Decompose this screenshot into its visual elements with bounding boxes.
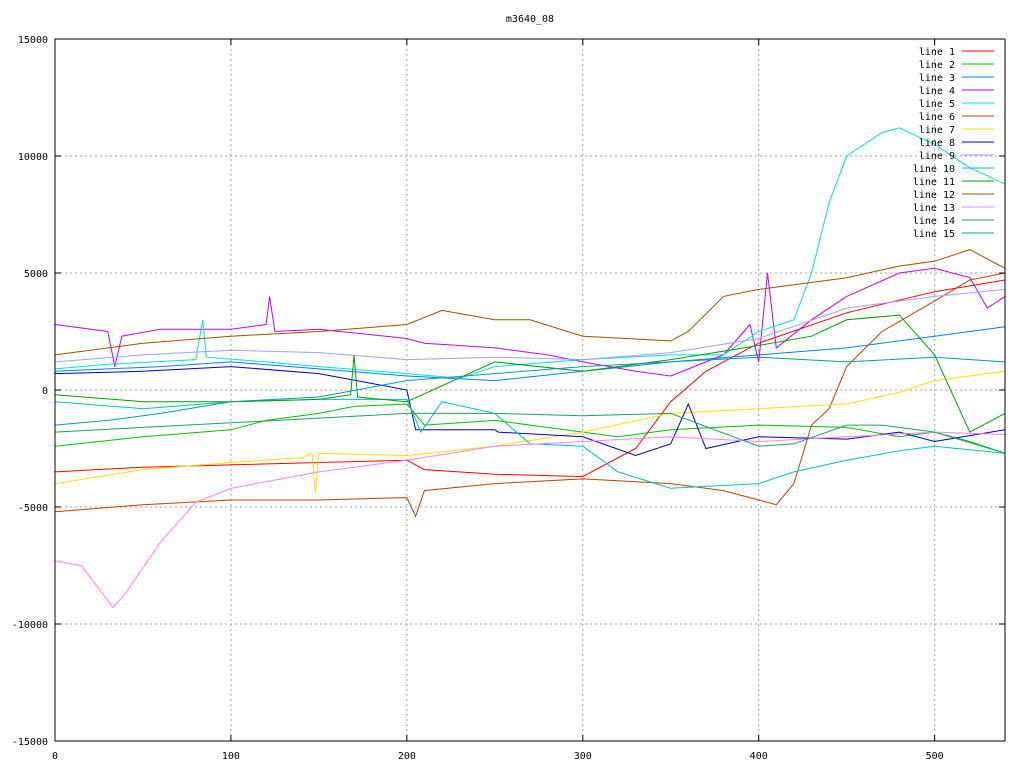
legend-label: line 12: [913, 190, 955, 201]
legend-label: line 1: [919, 47, 955, 58]
series-line-7: [54, 370, 1006, 494]
series-line-1: [54, 279, 1006, 478]
y-tick-label: 5000: [24, 269, 48, 280]
x-tick-label: 300: [574, 751, 592, 762]
axis-ticks: 0 100 200 300 400 500 -15000 -10000 -5000 0 5000 10…: [12, 35, 1005, 762]
legend-label: line 15: [913, 229, 955, 240]
x-tick-label: 400: [750, 751, 768, 762]
y-tick-label: 15000: [18, 35, 48, 46]
chart-title: m3640_08: [506, 14, 554, 25]
series-line-11: [54, 314, 1006, 433]
series-line-8: [54, 366, 1006, 457]
series-line-15: [54, 356, 1006, 426]
x-tick-label: 100: [222, 751, 240, 762]
legend-label: line 13: [913, 203, 955, 214]
legend-label: line 9: [919, 151, 955, 162]
legend-label: line 7: [919, 125, 955, 136]
legend-label: line 10: [913, 164, 955, 175]
legend: line 1 line 2 line 3 line 4 line 5 line 6 line…: [913, 47, 994, 240]
series-line-3: [54, 326, 1006, 382]
series-line-4: [54, 267, 1006, 377]
legend-label: line 11: [913, 177, 955, 188]
legend-label: line 3: [919, 73, 955, 84]
series-line-2: [54, 403, 1006, 454]
legend-label: line 14: [913, 216, 955, 227]
grid: [55, 39, 1005, 741]
y-tick-label: -10000: [12, 620, 48, 631]
y-tick-label: 10000: [18, 152, 48, 163]
legend-label: line 8: [919, 138, 955, 149]
series-layer: [54, 127, 1006, 609]
legend-label: line 2: [919, 60, 955, 71]
series-line-14: [54, 412, 1006, 454]
y-tick-label: -15000: [12, 737, 48, 748]
legend-label: line 6: [919, 112, 955, 123]
series-line-9: [54, 288, 1006, 363]
y-tick-label: -5000: [18, 503, 48, 514]
series-line-12: [54, 249, 1006, 356]
x-tick-label: 200: [398, 751, 416, 762]
y-tick-label: 0: [42, 386, 48, 397]
series-line-5: [54, 127, 1006, 379]
legend-label: line 5: [919, 99, 955, 110]
legend-label: line 4: [919, 86, 955, 97]
x-tick-label: 0: [52, 751, 58, 762]
series-line-13: [54, 431, 1006, 609]
series-line-6: [54, 272, 1006, 518]
x-tick-label: 500: [926, 751, 944, 762]
